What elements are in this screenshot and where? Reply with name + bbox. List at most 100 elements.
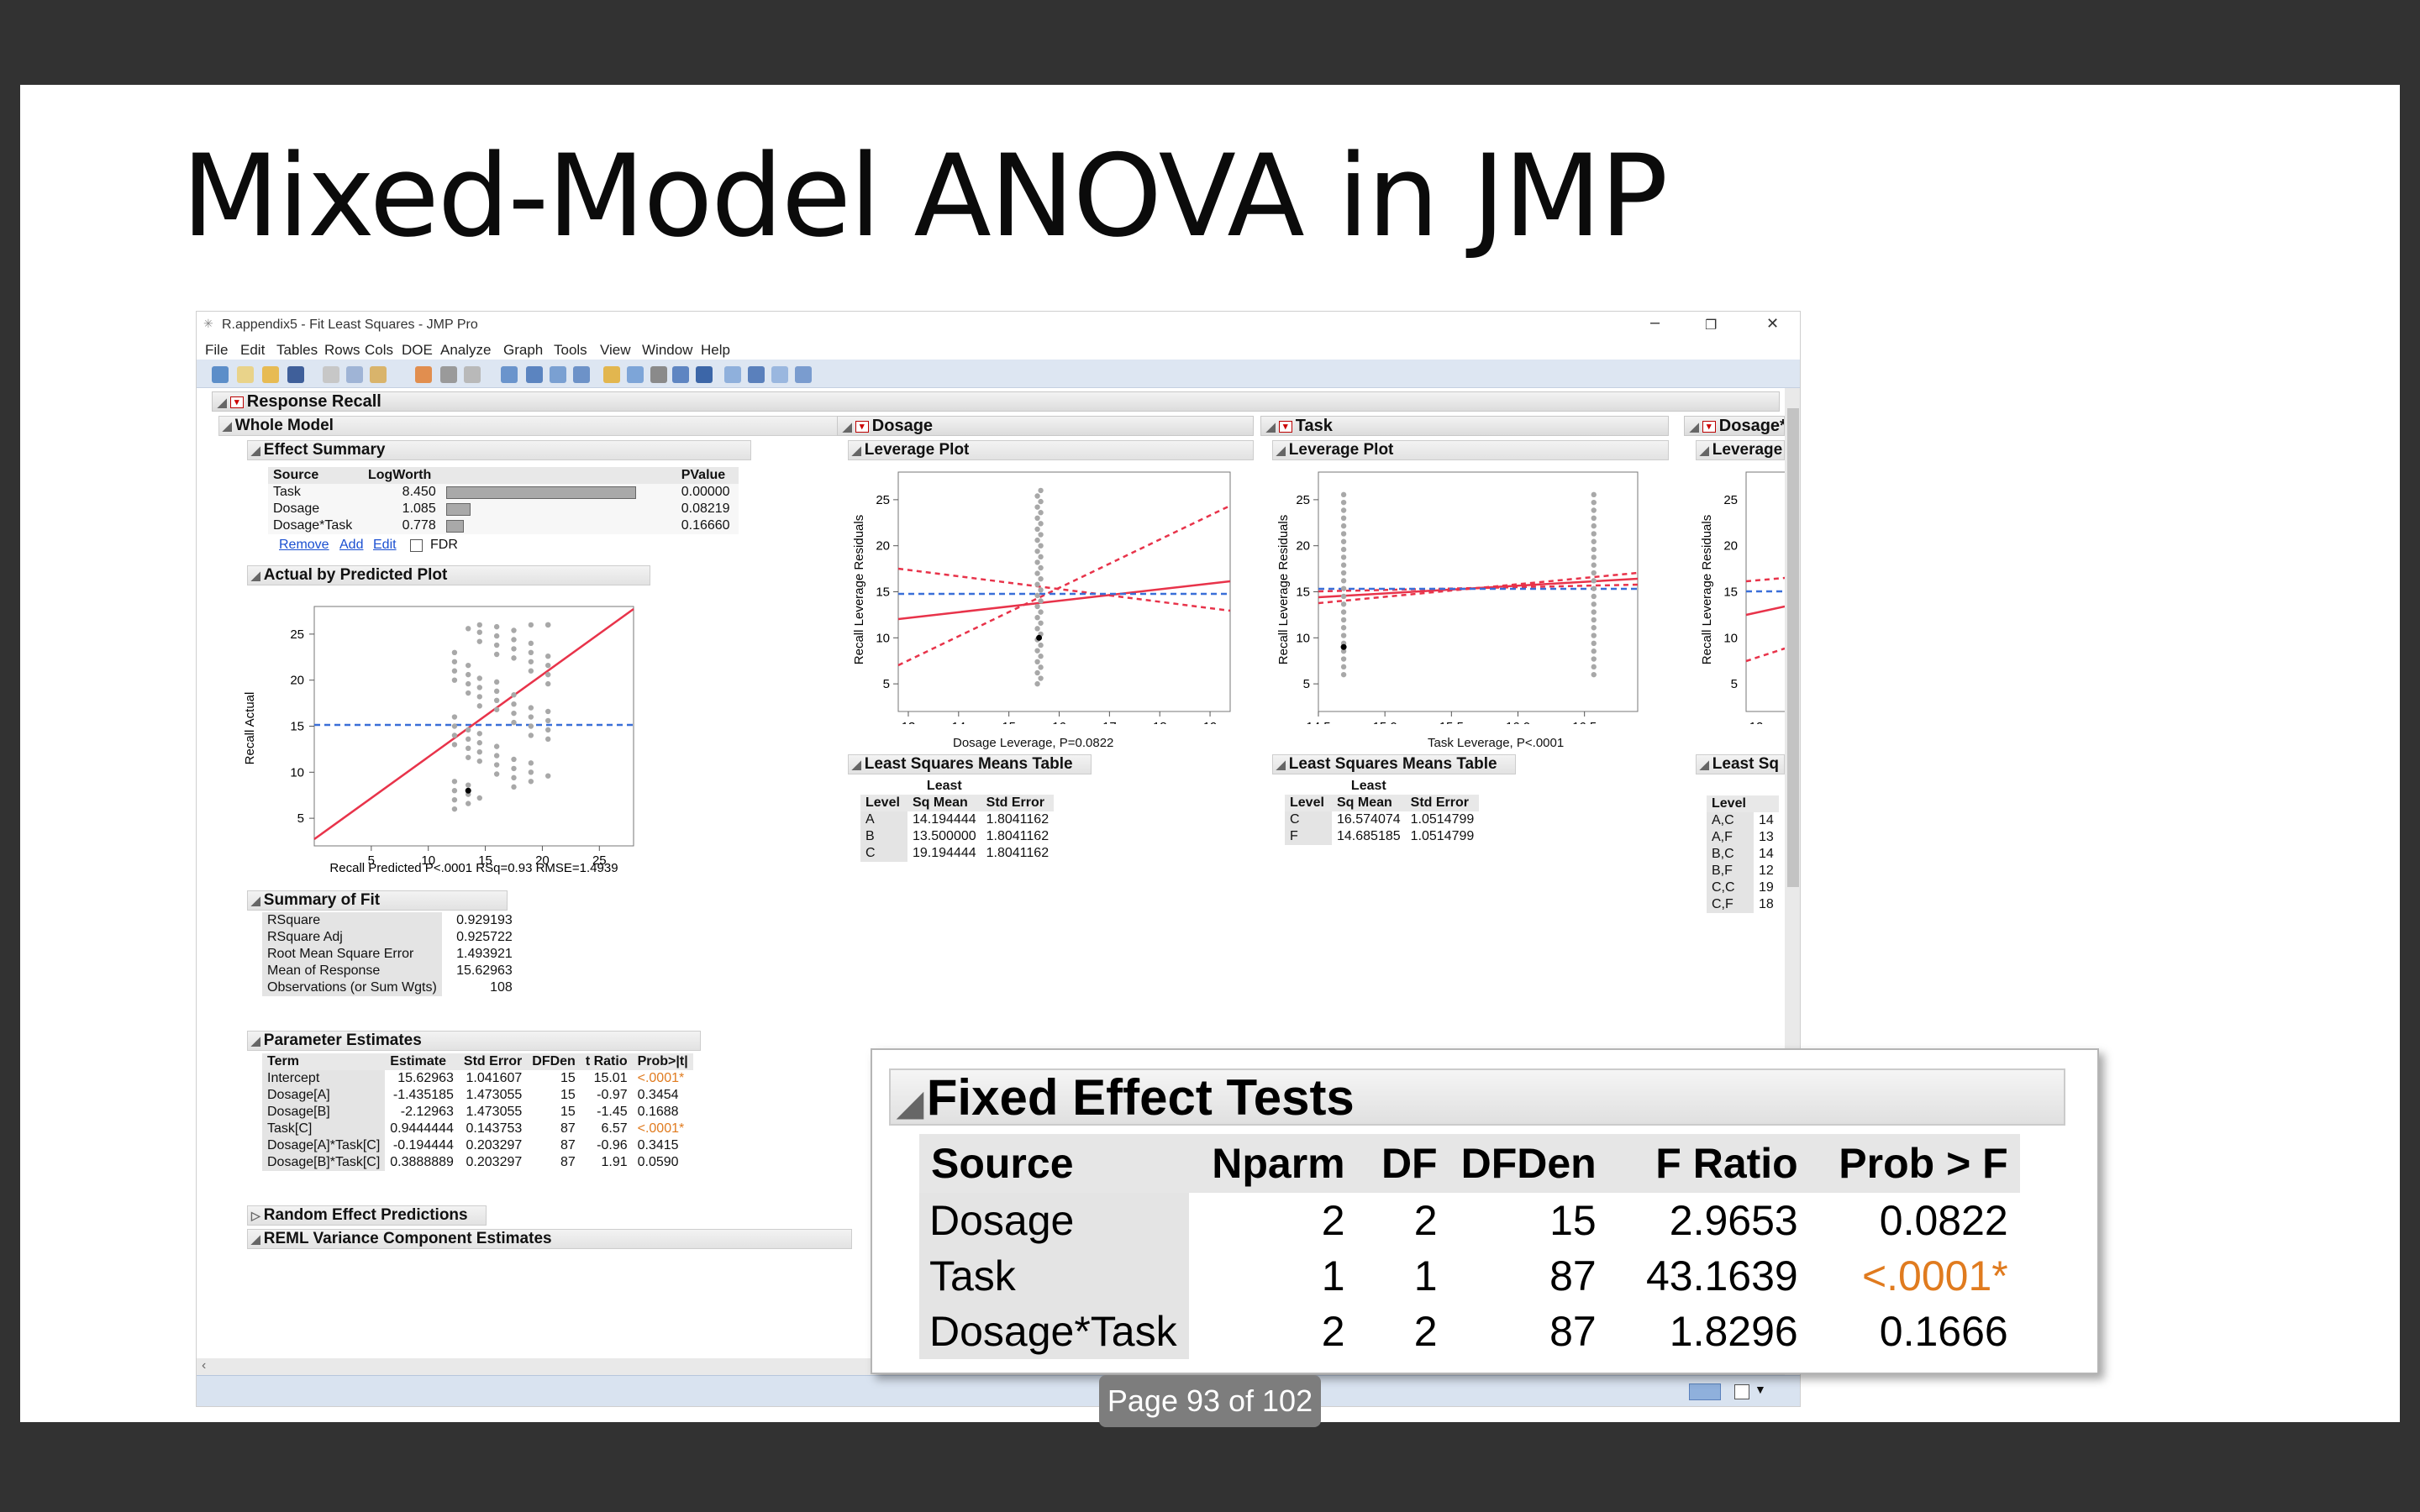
magnifier-icon[interactable] [672,366,689,383]
random-effect-predictions-header[interactable]: ▷ Random Effect Predictions [247,1205,487,1226]
add-link[interactable]: Add [339,538,364,552]
data-point [545,736,551,743]
summary-of-fit-header[interactable]: ◢ Summary of Fit [247,890,508,911]
data-point [1340,562,1347,568]
brush-tool-icon[interactable] [627,366,644,383]
data-point [1591,554,1597,560]
line-tool-icon[interactable] [748,366,765,383]
report-icon[interactable] [464,366,481,383]
parameter-estimates-header[interactable]: ◢ Parameter Estimates [247,1031,701,1051]
red-triangle-menu-icon[interactable]: ▾ [855,420,869,433]
paste-icon[interactable] [370,366,387,383]
annotate-icon[interactable] [724,366,741,383]
scrollbar-thumb[interactable] [1787,408,1799,887]
data-point [1038,510,1044,516]
edit-link[interactable]: Edit [373,538,397,552]
dosage-lsm-header[interactable]: ◢ Least Squares Means Table [848,754,1092,774]
data-point [1340,507,1347,513]
home-window-icon[interactable] [1689,1383,1721,1400]
open-icon[interactable] [262,366,279,383]
save-icon[interactable] [287,366,304,383]
hand-tool-icon[interactable] [603,366,620,383]
data-point [528,622,534,628]
data-point [1038,521,1044,527]
actual-by-predicted-header[interactable]: ◢ Actual by Predicted Plot [247,565,650,585]
disclosure-icon[interactable]: ◢ [218,396,227,409]
reml-header[interactable]: ◢ REML Variance Component Estimates [247,1229,852,1249]
x-tick-label: 10 [421,853,435,868]
cut-icon[interactable] [323,366,339,383]
data-point [493,633,500,639]
window-title: R.appendix5 - Fit Least Squares - JMP Pr… [222,318,478,332]
menu-rows[interactable]: Rows [324,342,360,358]
response-recall-header[interactable]: ◢ ▾ Response Recall [212,391,1780,412]
data-point [1591,633,1597,638]
scroll-left-icon[interactable]: ‹ [202,1358,207,1373]
table-row: Dosage 2 2 15 2.9653 0.0822 [919,1193,2020,1248]
oval-tool-icon[interactable] [795,366,812,383]
selected-point [1340,643,1347,650]
red-triangle-menu-icon[interactable]: ▾ [1702,420,1716,433]
arrow-tool-icon[interactable] [501,366,518,383]
menu-window[interactable]: Window [642,342,693,358]
data-point [493,753,500,759]
menu-tools[interactable]: Tools [554,342,587,358]
dosage-task-header[interactable]: ◢ ▾ Dosage* [1684,416,1785,436]
polygon-tool-icon[interactable] [771,366,788,383]
confidence-curve [897,504,1231,667]
y-tick-label: 5 [297,811,304,826]
menu-edit[interactable]: Edit [240,342,266,358]
data-point [1591,671,1597,678]
crosshair-tool-icon[interactable] [550,366,566,383]
x-tick-label: 13 [902,720,916,724]
disclosure-icon[interactable]: ◢ [897,1085,923,1122]
fixed-effect-tests-header[interactable]: ◢Fixed Effect Tests [889,1068,2065,1126]
window-titlebar: ✳ R.appendix5 - Fit Least Squares - JMP … [197,312,1800,337]
data-point [1340,499,1347,506]
task-header[interactable]: ◢ ▾ Task [1260,416,1669,436]
red-triangle-menu-icon[interactable]: ▾ [1278,420,1292,433]
plus-tool-icon[interactable] [696,366,713,383]
dosage-task-lsm-header[interactable]: ◢ Least Sq [1696,754,1785,774]
effect-summary-header[interactable]: ◢ Effect Summary [247,440,751,460]
columns-icon[interactable] [440,366,457,383]
menu-view[interactable]: View [600,342,631,358]
menu-cols[interactable]: Cols [365,342,394,358]
lasso-select-icon[interactable] [650,366,667,383]
remove-link[interactable]: Remove [279,538,329,552]
task-lsm-header[interactable]: ◢ Least Squares Means Table [1272,754,1516,774]
fdr-checkbox[interactable] [410,539,423,552]
restore-button[interactable]: ❐ [1705,318,1718,333]
data-point [1034,592,1040,599]
help-tool-icon[interactable] [526,366,543,383]
menu-tables[interactable]: Tables [276,342,318,358]
menu-graph[interactable]: Graph [503,342,544,358]
copy-icon[interactable] [346,366,363,383]
whole-model-header[interactable]: ◢ Whole Model [218,416,857,436]
table-row: Dosage[A] -1.435185 1.473055 15 -0.97 0.3454 [262,1087,693,1104]
dosage-task-leverage-plot: Recall Leverage Residuals 5 10 15 20 25 12 [1700,471,1785,724]
data-point [451,796,458,803]
data-point [476,703,482,709]
data-point [528,779,534,785]
data-point [1340,601,1347,607]
window-list-icon[interactable] [1734,1384,1749,1399]
menu-doe[interactable]: DOE [402,342,433,358]
data-table-icon[interactable] [415,366,432,383]
menu-help[interactable]: Help [701,342,730,358]
menu-analyze[interactable]: Analyze [440,342,492,358]
lasso-tool-icon[interactable] [573,366,590,383]
new-script-icon[interactable] [237,366,254,383]
dosage-header[interactable]: ◢ ▾ Dosage [837,416,1254,436]
minimize-button[interactable]: – [1650,313,1660,332]
close-button[interactable]: ✕ [1766,315,1780,332]
dosage-leverage-header[interactable]: ◢ Leverage Plot [848,440,1254,460]
chevron-down-icon[interactable]: ▼ [1754,1383,1766,1396]
new-data-table-icon[interactable] [212,366,229,383]
data-point [1340,531,1347,537]
menu-file[interactable]: File [205,342,229,358]
task-leverage-header[interactable]: ◢ Leverage Plot [1272,440,1669,460]
data-point [466,671,471,678]
dosage-task-leverage-header[interactable]: ◢ Leverage [1696,440,1785,460]
red-triangle-menu-icon[interactable]: ▾ [229,396,244,408]
